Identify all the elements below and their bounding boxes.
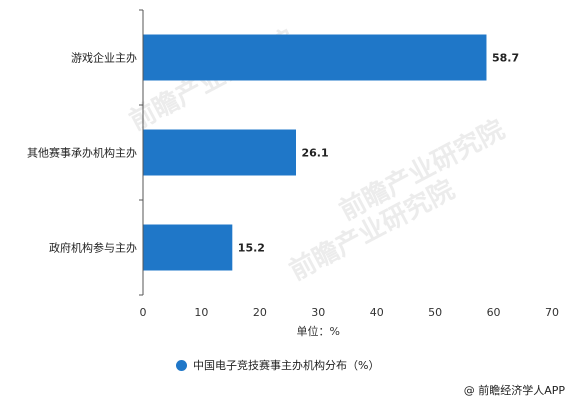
x-tick-label: 10: [194, 306, 208, 319]
data-label: 15.2: [238, 242, 265, 255]
x-tick-label: 30: [311, 306, 325, 319]
x-axis-label: 单位：%: [297, 324, 340, 338]
x-tick-label: 50: [428, 306, 442, 319]
x-tick-label: 40: [370, 306, 384, 319]
x-tick-label: 70: [545, 306, 559, 319]
x-tick-label: 0: [140, 306, 147, 319]
bar: [143, 129, 296, 176]
legend-label: 中国电子竞技赛事主办机构分布（%）: [193, 359, 380, 372]
x-tick-label: 60: [487, 306, 501, 319]
legend: 中国电子竞技赛事主办机构分布（%）: [176, 357, 379, 373]
x-tick-label: 20: [253, 306, 267, 319]
data-label: 26.1: [301, 147, 328, 160]
category-label: 政府机构参与主办: [49, 241, 137, 255]
bar: [143, 34, 487, 81]
legend-marker: [176, 359, 187, 371]
bar-chart: 游戏企业主办 58.7 其他赛事承办机构主办 26.1 政府机构参与主办 15.2 0 10 2…: [27, 9, 559, 338]
data-label: 58.7: [492, 52, 519, 65]
category-label: 其他赛事承办机构主办: [27, 146, 137, 160]
bar: [143, 224, 233, 271]
source-footer: @ 前瞻经济学人APP: [463, 384, 565, 397]
category-label: 游戏企业主办: [71, 51, 137, 65]
